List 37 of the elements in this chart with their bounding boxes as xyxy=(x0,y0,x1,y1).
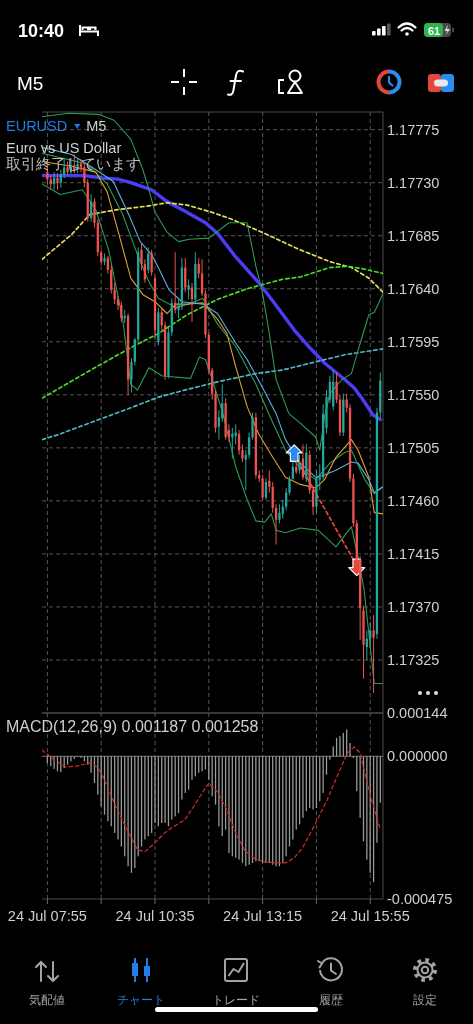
chart-title: EURUSD xyxy=(6,118,68,134)
text: 61 xyxy=(427,24,441,37)
text: 気配値 xyxy=(29,994,65,1006)
chart-title: MACD(12,26,9) 0.001187 0.001258 xyxy=(6,718,259,735)
y-tick-label: 1.17370 xyxy=(387,598,440,615)
annotation: M5 xyxy=(86,118,107,134)
text: チャート xyxy=(117,994,165,1006)
x-tick-label: 24 Jul 15:55 xyxy=(330,908,410,924)
y-tick-label: 1.17550 xyxy=(387,386,440,403)
y-tick-label: 1.17685 xyxy=(387,227,440,244)
y-tick-label: 0.000144 xyxy=(387,705,448,721)
text: 10:40 xyxy=(18,21,65,41)
text: 設定 xyxy=(413,993,437,1006)
y-tick-label: -0.000475 xyxy=(387,891,453,907)
y-tick-label: 1.17595 xyxy=(387,333,440,350)
y-tick-label: 1.17640 xyxy=(387,280,440,297)
text: 履歴 xyxy=(319,994,343,1006)
x-tick-label: 24 Jul 07:55 xyxy=(7,908,87,924)
candlestick xyxy=(150,249,153,277)
y-tick-label: 1.17775 xyxy=(387,121,440,138)
candlestick xyxy=(298,454,301,475)
y-tick-label: 1.17415 xyxy=(387,545,440,562)
x-tick-label: 24 Jul 10:35 xyxy=(115,908,195,924)
candlestick xyxy=(261,474,264,501)
text: M5 xyxy=(17,73,44,94)
candlestick xyxy=(187,278,190,300)
y-tick-label: 1.17730 xyxy=(387,174,440,191)
text: トレード xyxy=(212,994,260,1006)
candlestick xyxy=(268,469,271,494)
y-tick-label: 1.17505 xyxy=(387,439,440,456)
candlestick xyxy=(372,614,375,694)
y-tick-label: 1.17460 xyxy=(387,492,440,509)
y-tick-label: 0.000000 xyxy=(387,748,448,765)
candlestick xyxy=(278,503,281,524)
x-tick-label: 24 Jul 13:15 xyxy=(223,908,303,924)
candlestick xyxy=(244,449,247,491)
y-tick-label: 1.17325 xyxy=(387,651,440,668)
